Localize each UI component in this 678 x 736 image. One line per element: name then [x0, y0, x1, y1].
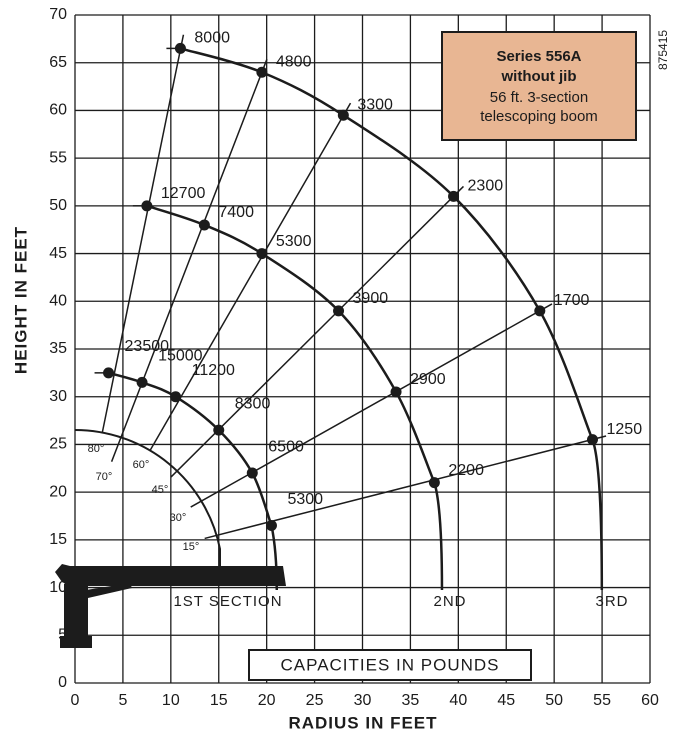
x-tick-label: 30	[354, 692, 372, 709]
capacity-label: 1700	[554, 292, 590, 309]
capacity-label: 1250	[607, 421, 643, 438]
point	[534, 305, 545, 316]
x-tick-label: 55	[593, 692, 611, 709]
crane-base	[60, 636, 92, 648]
x-tick-label: 25	[306, 692, 324, 709]
boom-angle-label: 60°	[133, 459, 150, 471]
y-tick-label: 60	[49, 102, 67, 119]
capacity-label: 8000	[194, 30, 230, 47]
chart: 0510152025303540455055600510152025303540…	[0, 0, 678, 736]
y-tick-label: 65	[49, 54, 67, 71]
y-tick-label: 35	[49, 340, 67, 357]
annotation: CAPACITIES IN POUNDS	[281, 655, 500, 674]
x-tick-label: 45	[497, 692, 515, 709]
capacity-label: 11200	[192, 362, 235, 379]
crane-post	[64, 584, 88, 636]
capacity-label: 3300	[357, 96, 393, 113]
x-tick-label: 10	[162, 692, 180, 709]
capacity-label: 6500	[268, 438, 304, 455]
section-label: 2ND	[433, 593, 466, 610]
point	[103, 367, 114, 378]
crane-boom	[55, 564, 286, 586]
point	[247, 468, 258, 479]
point	[141, 200, 152, 211]
point	[170, 391, 181, 402]
capacity-label: 8300	[235, 395, 271, 412]
y-tick-label: 50	[49, 197, 67, 214]
point	[429, 477, 440, 488]
x-tick-label: 50	[545, 692, 563, 709]
y-tick-label: 55	[49, 149, 67, 166]
point	[137, 377, 148, 388]
y-axis-label: HEIGHT IN FEET	[11, 226, 30, 374]
boom-angle-label: 15°	[183, 541, 200, 553]
x-tick-label: 20	[258, 692, 276, 709]
capacity-label: 7400	[218, 204, 254, 221]
code: 875415	[656, 30, 670, 70]
capacity-label: 2900	[410, 371, 446, 388]
subtitle: 56 ft. 3-section	[490, 89, 588, 106]
point	[213, 425, 224, 436]
x-tick-label: 40	[449, 692, 467, 709]
point	[199, 219, 210, 230]
capacity-label: 5300	[276, 233, 312, 250]
x-axis-label: RADIUS IN FEET	[288, 713, 437, 732]
point	[587, 434, 598, 445]
y-tick-label: 45	[49, 245, 67, 262]
boom-angle-label: 70°	[96, 471, 113, 483]
capacity-label: 12700	[161, 185, 206, 202]
boom-angle-label: 80°	[88, 443, 105, 455]
section-label: 3RD	[595, 593, 628, 610]
x-tick-label: 35	[402, 692, 420, 709]
y-tick-label: 0	[58, 674, 67, 691]
point	[391, 386, 402, 397]
point	[266, 520, 277, 531]
y-tick-label: 25	[49, 436, 67, 453]
subtitle: telescoping boom	[480, 108, 598, 125]
y-tick-label: 30	[49, 388, 67, 405]
y-tick-label: 40	[49, 293, 67, 310]
point	[175, 43, 186, 54]
capacity-label: 2200	[448, 462, 484, 479]
capacity-label: 3900	[353, 290, 389, 307]
point	[333, 305, 344, 316]
x-tick-label: 15	[210, 692, 228, 709]
boom-angle-label: 30°	[170, 512, 187, 524]
point	[256, 248, 267, 259]
title: without jib	[501, 68, 577, 85]
capacity-label: 4800	[276, 53, 312, 70]
point	[256, 67, 267, 78]
x-tick-label: 5	[118, 692, 127, 709]
y-tick-label: 15	[49, 531, 67, 548]
capacity-label: 5300	[287, 491, 323, 508]
point	[448, 191, 459, 202]
title: Series 556A	[496, 48, 581, 65]
section-label: 1ST SECTION	[173, 593, 282, 610]
point	[338, 110, 349, 121]
y-tick-label: 70	[49, 6, 67, 23]
capacity-label: 2300	[468, 178, 504, 195]
x-tick-label: 0	[71, 692, 80, 709]
boom-angle-label: 45°	[152, 484, 169, 496]
x-tick-label: 60	[641, 692, 659, 709]
y-tick-label: 20	[49, 483, 67, 500]
